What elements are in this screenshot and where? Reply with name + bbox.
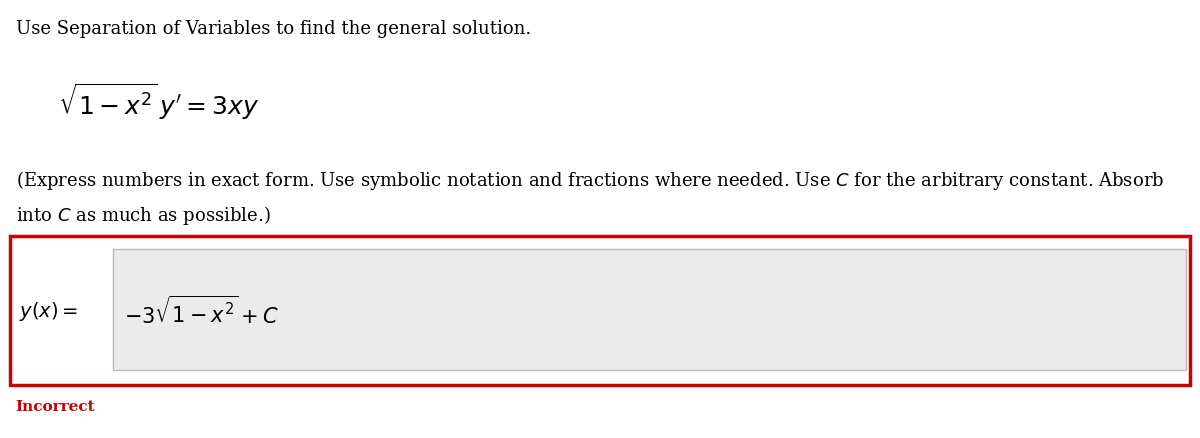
- Text: Incorrect: Incorrect: [16, 399, 95, 413]
- Text: (Express numbers in exact form. Use symbolic notation and fractions where needed: (Express numbers in exact form. Use symb…: [16, 169, 1164, 191]
- Text: $y(x) =$: $y(x) =$: [19, 300, 78, 322]
- Text: $\sqrt{1 - x^2}\,y' = 3xy$: $\sqrt{1 - x^2}\,y' = 3xy$: [58, 81, 259, 121]
- Text: $-3\sqrt{1-x^{2}}+C$: $-3\sqrt{1-x^{2}}+C$: [124, 295, 278, 327]
- Text: Use Separation of Variables to find the general solution.: Use Separation of Variables to find the …: [16, 20, 530, 38]
- Text: into $C$ as much as possible.): into $C$ as much as possible.): [16, 204, 270, 226]
- FancyBboxPatch shape: [113, 250, 1186, 370]
